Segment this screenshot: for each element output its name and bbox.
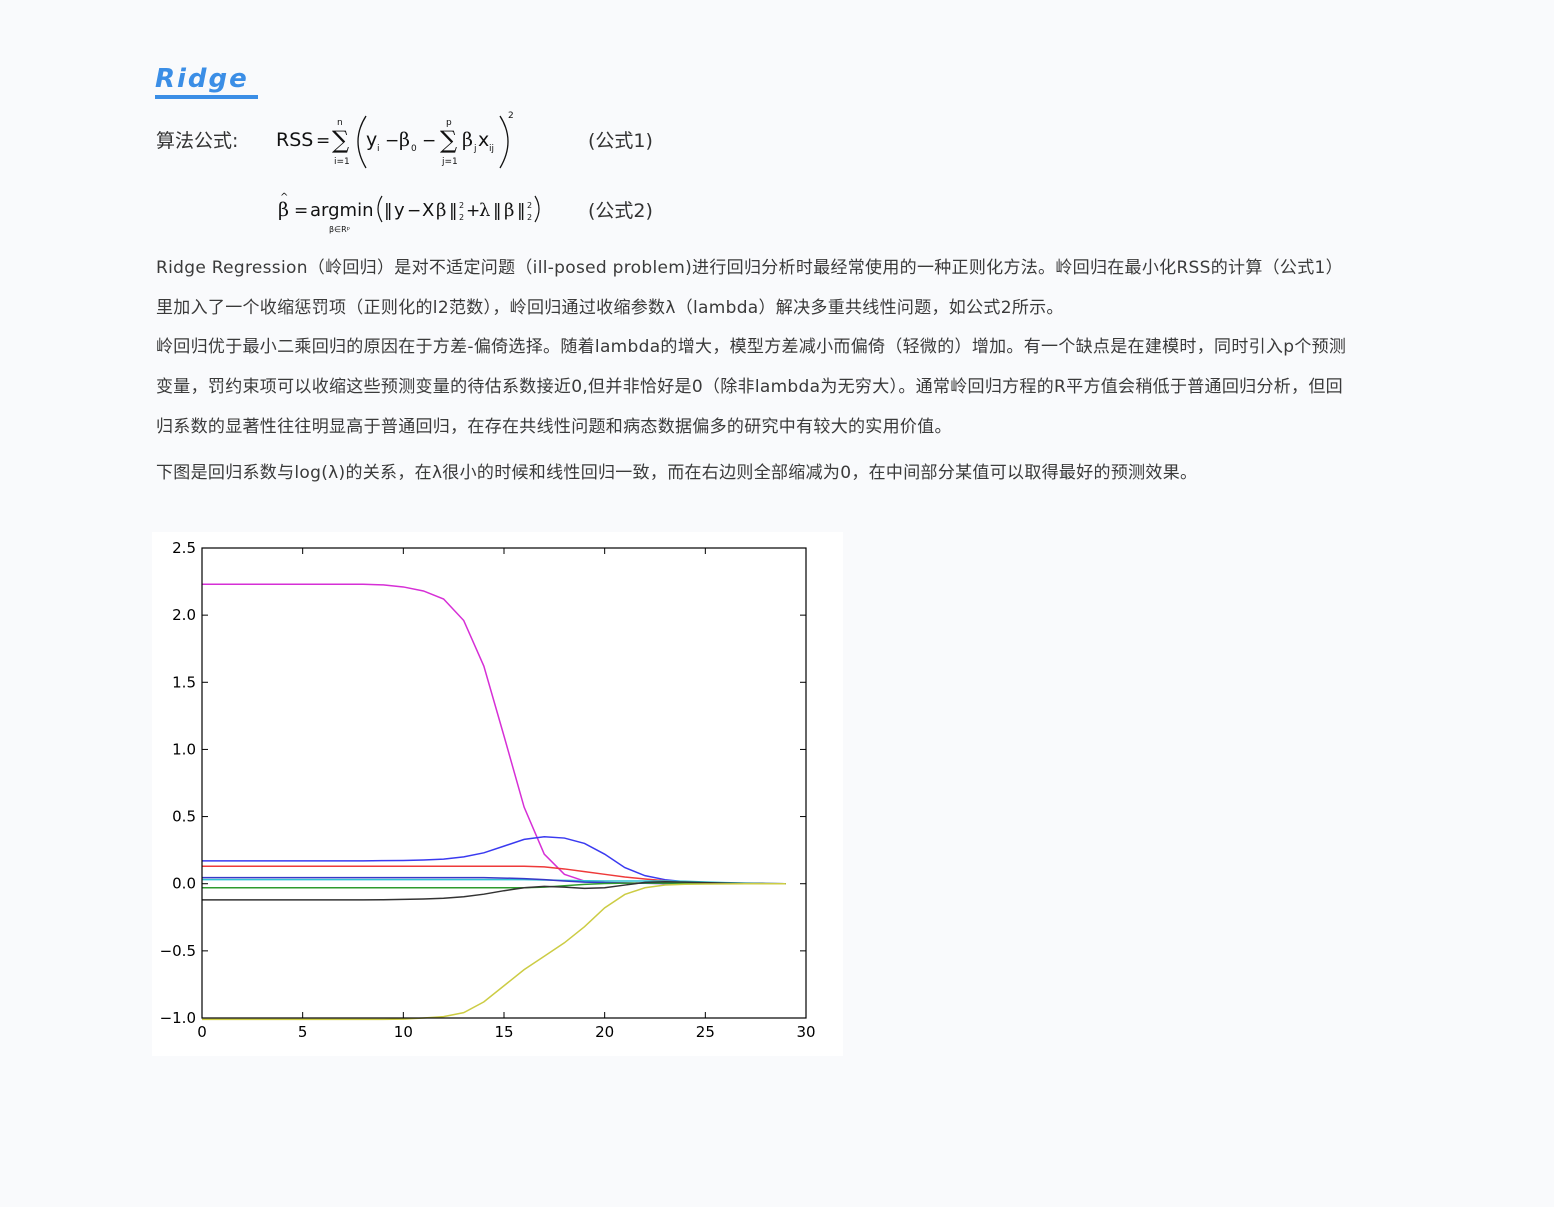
svg-text:=: = [294,201,308,221]
svg-text:i=1: i=1 [334,157,350,167]
x-tick-label: 15 [494,1023,513,1041]
series-line-0 [202,583,786,885]
series-line-7 [202,882,786,1021]
formula-1-number: (公式1) [588,130,653,152]
svg-text:+: + [466,201,480,221]
y-tick-label: 2.0 [172,606,196,624]
x-tick-label: 25 [696,1023,715,1041]
svg-text:n: n [337,118,343,128]
svg-text:β∈Rᵖ: β∈Rᵖ [329,225,350,234]
tick-layer: 0 5 10 15 20 25 30 2.5 2.0 1.5 1.0 0.5 0.0 −0.5 −1.0 [160,539,816,1041]
svg-text:0: 0 [411,144,417,154]
svg-text:∑: ∑ [440,126,457,154]
svg-text:2: 2 [527,213,532,222]
svg-text:2: 2 [527,201,532,210]
svg-text:2: 2 [508,111,514,121]
series-line-6 [202,880,786,901]
svg-text:∑: ∑ [332,126,349,154]
x-tick-label: 10 [394,1023,413,1041]
svg-text:RSS: RSS [276,129,313,151]
svg-text:−: − [407,201,421,221]
series-line-3 [202,878,786,885]
svg-text:p: p [446,118,452,128]
formula-2-number: (公式2) [588,200,653,222]
y-tick-label: −1.0 [160,1009,196,1027]
svg-text:‖: ‖ [517,201,526,221]
formula-1: RSS = n ∑ i=1 y i − β 0 − p ∑ j=1 β j x … [276,111,514,169]
y-tick-label: 2.5 [172,539,196,557]
svg-text:β: β [504,200,514,221]
series-layer [202,583,786,1021]
y-tick-label: 0.0 [172,875,196,893]
paragraph-figure-caption: 下图是回归系数与log(λ)的关系，在λ很小的时候和线性回归一致，而在右边则全部… [156,463,1198,483]
y-tick-label: −0.5 [160,942,196,960]
svg-text:β: β [278,199,289,221]
x-tick-label: 0 [197,1023,207,1041]
page-title: Ridge [155,64,249,94]
paragraph-intro: Ridge Regression（岭回归）是对不适定问题（ill-posed p… [156,258,1343,318]
svg-text:λ: λ [479,200,490,221]
svg-text:‖: ‖ [449,201,458,221]
plot-frame [201,547,807,1019]
svg-text:=: = [316,131,330,151]
y-tick-label: 1.0 [172,740,196,758]
svg-text:2: 2 [459,213,464,222]
svg-text:y: y [366,129,377,151]
svg-text:y: y [394,200,405,221]
svg-text:argmin: argmin [310,200,373,221]
series-line-5 [202,882,786,889]
formula-label: 算法公式: [156,130,239,152]
svg-text:x: x [478,129,489,151]
svg-text:β: β [399,129,410,151]
chart-svg: 0 5 10 15 20 25 30 2.5 2.0 1.5 1.0 0.5 0.0 −0.5 −1.0 [160,539,816,1041]
paragraph-advantages: 岭回归优于最小二乘回归的原因在于方差-偏倚选择。随着lambda的增大，模型方差… [156,337,1347,437]
series-line-1 [202,835,786,885]
title-underline [155,95,258,99]
svg-text:j=1: j=1 [441,157,458,167]
svg-text:‖: ‖ [493,201,502,221]
x-tick-label: 20 [595,1023,614,1041]
svg-text:−: − [385,131,399,151]
svg-text:2: 2 [459,201,464,210]
svg-text:i: i [377,144,380,154]
svg-text:j: j [473,144,477,154]
svg-text:β: β [436,200,446,221]
svg-text:^: ^ [280,192,288,203]
x-tick-label: 30 [796,1023,815,1041]
svg-text:X: X [422,200,434,221]
x-tick-label: 5 [298,1023,308,1041]
ridge-coefficient-chart: 0 5 10 15 20 25 30 2.5 2.0 1.5 1.0 0.5 0.0 −0.5 −1.0 [152,532,843,1056]
y-tick-label: 0.5 [172,808,196,826]
svg-text:β: β [462,129,473,151]
svg-text:‖: ‖ [384,201,393,221]
svg-text:ij: ij [489,144,494,154]
svg-text:−: − [422,131,436,151]
formula-2: β ^ = argmin β∈Rᵖ ‖ y − X β ‖ 2 2 + λ ‖ … [278,192,540,234]
y-tick-label: 1.5 [172,673,196,691]
